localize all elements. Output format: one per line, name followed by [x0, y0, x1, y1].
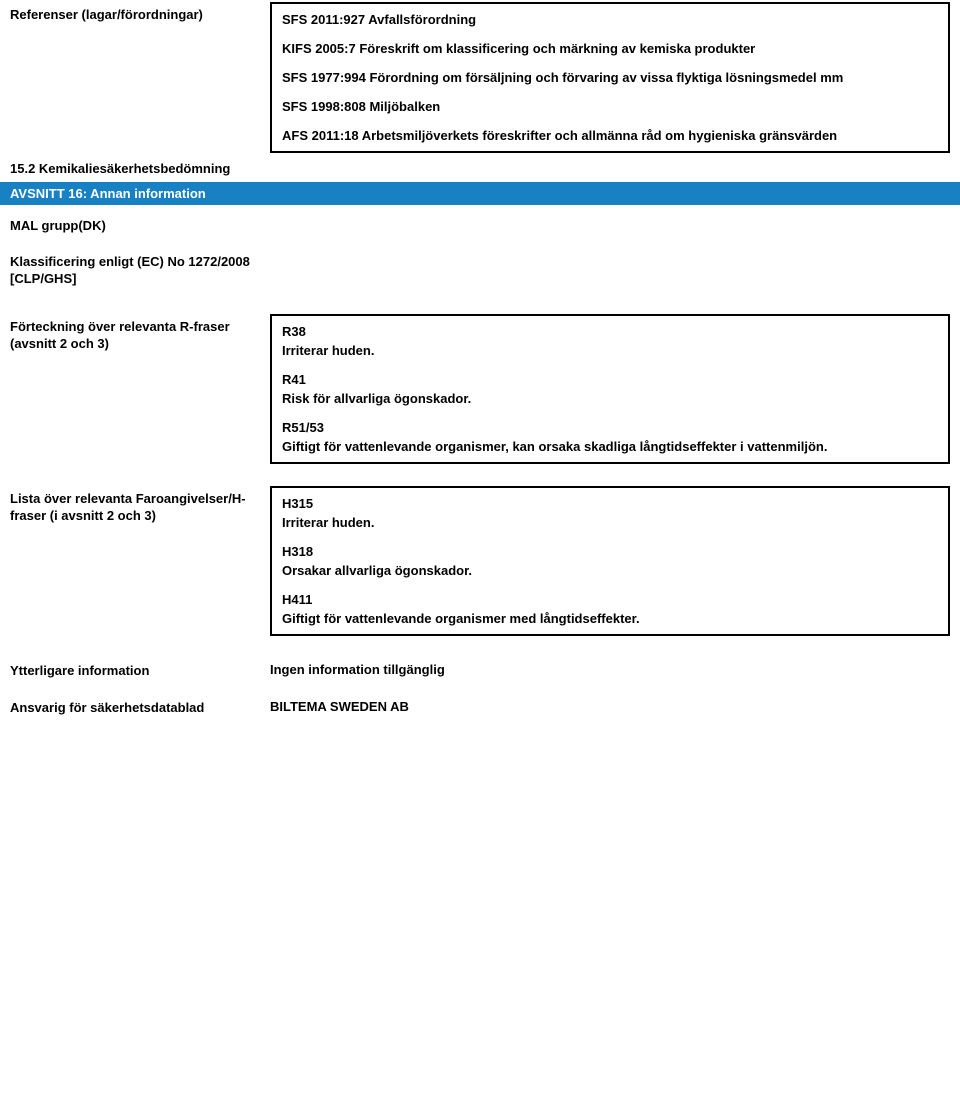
- mal-group-label: MAL grupp(DK): [0, 211, 270, 241]
- reference-item: SFS 1977:994 Förordning om försäljning o…: [282, 70, 938, 85]
- further-info-row: Ytterligare information Ingen informatio…: [0, 656, 960, 686]
- r-code: R51/53: [282, 420, 938, 435]
- r-code: R41: [282, 372, 938, 387]
- references-value: SFS 2011:927 Avfallsförordning KIFS 2005…: [270, 0, 960, 155]
- classification-row: Klassificering enligt (EC) No 1272/2008 …: [0, 247, 960, 294]
- subsection-15-2: 15.2 Kemikaliesäkerhetsbedömning: [0, 155, 960, 182]
- h-code: H318: [282, 544, 938, 559]
- reference-item: AFS 2011:18 Arbetsmiljöverkets föreskrif…: [282, 128, 938, 143]
- subsection-15-2-title: 15.2 Kemikaliesäkerhetsbedömning: [0, 155, 240, 182]
- h-code: H315: [282, 496, 938, 511]
- h-text: Irriterar huden.: [282, 515, 938, 530]
- r-text: Irriterar huden.: [282, 343, 938, 358]
- h-text: Orsakar allvarliga ögonskador.: [282, 563, 938, 578]
- r-code: R38: [282, 324, 938, 339]
- further-info-label: Ytterligare information: [0, 656, 270, 686]
- references-label: Referenser (lagar/förordningar): [0, 0, 270, 155]
- r-phrases-value: R38 Irriterar huden. R41 Risk för allvar…: [270, 312, 960, 466]
- reference-item: SFS 1998:808 Miljöbalken: [282, 99, 938, 114]
- reference-item: KIFS 2005:7 Föreskrift om klassificering…: [282, 41, 938, 56]
- h-phrases-label: Lista över relevanta Faroangivelser/H-fr…: [0, 484, 270, 638]
- responsible-label: Ansvarig för säkerhetsdatablad: [0, 693, 270, 723]
- h-code: H411: [282, 592, 938, 607]
- r-phrases-row: Förteckning över relevanta R-fraser (avs…: [0, 312, 960, 466]
- h-phrases-value: H315 Irriterar huden. H318 Orsakar allva…: [270, 484, 960, 638]
- further-info-value: Ingen information tillgänglig: [270, 656, 960, 686]
- mal-group-row: MAL grupp(DK): [0, 211, 960, 241]
- classification-label: Klassificering enligt (EC) No 1272/2008 …: [0, 247, 270, 294]
- r-text: Giftigt för vattenlevande organismer, ka…: [282, 439, 938, 454]
- r-phrases-label: Förteckning över relevanta R-fraser (avs…: [0, 312, 270, 466]
- responsible-row: Ansvarig för säkerhetsdatablad BILTEMA S…: [0, 693, 960, 723]
- section-16-header: AVSNITT 16: Annan information: [0, 182, 960, 205]
- h-text: Giftigt för vattenlevande organismer med…: [282, 611, 938, 626]
- reference-item: SFS 2011:927 Avfallsförordning: [282, 12, 938, 27]
- responsible-value: BILTEMA SWEDEN AB: [270, 693, 960, 723]
- references-row: Referenser (lagar/förordningar) SFS 2011…: [0, 0, 960, 155]
- r-text: Risk för allvarliga ögonskador.: [282, 391, 938, 406]
- h-phrases-row: Lista över relevanta Faroangivelser/H-fr…: [0, 484, 960, 638]
